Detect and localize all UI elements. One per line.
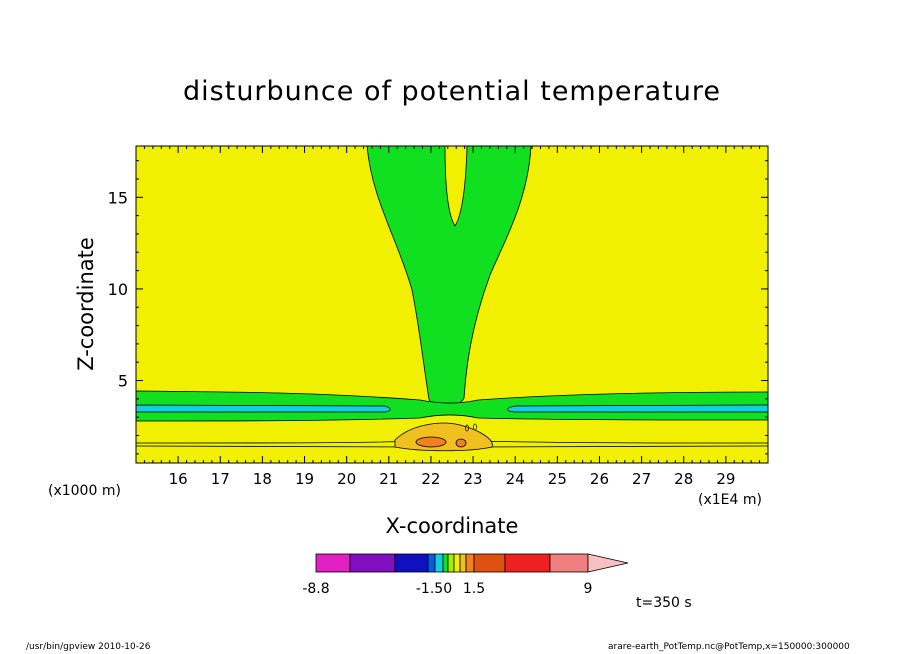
x-tick-label: 25	[548, 470, 567, 488]
x-tick-label: 27	[632, 470, 651, 488]
plot-frame	[135, 145, 769, 464]
colorbar-segment	[465, 553, 475, 573]
x-tick-label: 20	[337, 470, 356, 488]
chart-title: disturbunce of potential temperature	[183, 76, 721, 107]
x-tick-label: 19	[295, 470, 314, 488]
colorbar-tick-label: 1.5	[463, 581, 485, 597]
colorbar-segment	[434, 553, 444, 573]
colorbar-segment	[549, 553, 589, 573]
colorbar-segment	[504, 553, 551, 573]
hot-core-right	[455, 438, 467, 448]
x-tick-label: 16	[169, 470, 188, 488]
plume-contour	[366, 146, 532, 407]
x-tick-label: 26	[590, 470, 609, 488]
colorbar-tick-label: 9	[584, 581, 593, 597]
x-tick-label: 29	[716, 470, 735, 488]
x-tick-label: 23	[464, 470, 483, 488]
colorbar-tick-label: -1.50	[416, 581, 452, 597]
y-axis-label: Z-coordinate	[74, 237, 98, 371]
x-tick-label: 22	[421, 470, 440, 488]
colorbar-segment	[349, 553, 396, 573]
colorbar-segment	[459, 553, 467, 573]
colorbar-segment	[394, 553, 429, 573]
low-layer-contour	[136, 390, 768, 422]
colorbar-segment	[473, 553, 506, 573]
small-contour	[465, 424, 469, 432]
hot-core-left	[415, 436, 447, 448]
y-tick-label: 10	[108, 280, 128, 299]
y-tick-label: 15	[108, 188, 128, 207]
time-label: t=350 s	[636, 595, 692, 611]
colorbar-segment	[453, 553, 461, 573]
x-axis-exponent: (x1E4 m)	[698, 492, 762, 508]
x-tick-label: 21	[379, 470, 398, 488]
blue-band-left	[136, 404, 391, 413]
blue-band-right	[507, 404, 768, 413]
colorbar-segment	[442, 553, 449, 573]
colorbar-segment	[315, 553, 351, 573]
x-tick-label: 18	[253, 470, 272, 488]
x-tick-label: 28	[674, 470, 693, 488]
footer-file: arare-earth_PotTemp.nc@PotTemp,x=150000:…	[608, 642, 850, 652]
x-axis-label: X-coordinate	[385, 514, 519, 538]
colorbar-arrow	[587, 553, 629, 573]
footer-command: /usr/bin/gpview 2010-10-26	[26, 642, 151, 652]
small-contour	[473, 423, 477, 431]
x-tick-label: 17	[211, 470, 230, 488]
colorbar-segment	[427, 553, 436, 573]
colorbar-tick-label: -8.8	[302, 581, 329, 597]
x-axis-unit: (x1000 m)	[48, 483, 121, 499]
x-tick-label: 24	[506, 470, 525, 488]
colorbar-segment	[447, 553, 455, 573]
y-tick-label: 5	[118, 372, 128, 391]
